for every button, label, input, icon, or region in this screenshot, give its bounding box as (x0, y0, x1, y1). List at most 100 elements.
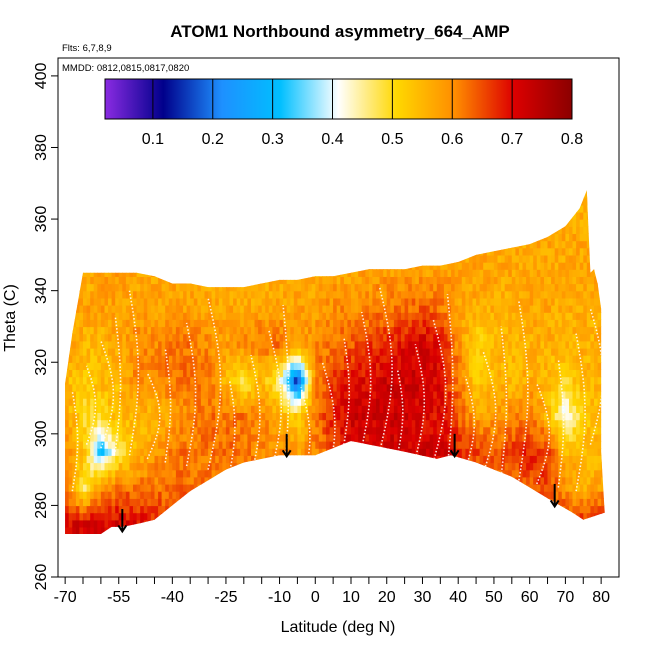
heatmap-cell (397, 498, 402, 507)
heatmap-cell (293, 419, 298, 428)
heatmap-cell (136, 462, 141, 471)
heatmap-cell (265, 448, 270, 456)
heatmap-cell (193, 262, 198, 270)
heatmap-cell (404, 398, 409, 406)
heatmap-cell (279, 412, 284, 421)
heatmap-cell (86, 398, 91, 406)
heatmap-cell (115, 347, 120, 356)
heatmap-cell (233, 276, 238, 285)
heatmap-cell (254, 233, 259, 242)
heatmap-cell (326, 240, 331, 249)
heatmap-cell (283, 290, 288, 299)
heatmap-cell (258, 433, 263, 442)
heatmap-cell (122, 240, 127, 249)
heatmap-cell (97, 369, 102, 378)
heatmap-cell (204, 190, 209, 192)
heatmap-cell (133, 204, 138, 213)
heatmap-cell (376, 498, 381, 507)
heatmap-cell (247, 247, 252, 256)
heatmap-cell (225, 362, 231, 370)
heatmap-cell (197, 491, 202, 499)
heatmap-cell (68, 483, 73, 492)
heatmap-cell (175, 398, 181, 406)
heatmap-cell (165, 355, 170, 363)
heatmap-cell (329, 483, 334, 492)
heatmap-cell (215, 211, 220, 220)
heatmap-cell (318, 333, 323, 342)
heatmap-cell (304, 333, 309, 342)
heatmap-cell (336, 383, 341, 392)
heatmap-cell (97, 247, 102, 256)
heatmap-cell (65, 455, 70, 464)
heatmap-cell (376, 519, 381, 528)
heatmap-cell (165, 369, 170, 378)
heatmap-cell (286, 319, 291, 328)
heatmap-cell (376, 211, 381, 220)
heatmap-cell (172, 405, 177, 413)
heatmap-cell (90, 297, 95, 306)
heatmap-cell (397, 476, 402, 485)
heatmap-cell (133, 455, 138, 464)
heatmap-cell (183, 197, 188, 206)
heatmap-cell (368, 233, 374, 242)
heatmap-cell (165, 376, 170, 385)
heatmap-cell (318, 276, 323, 285)
heatmap-cell (290, 526, 295, 534)
heatmap-cell (129, 519, 134, 528)
heatmap-cell (268, 233, 273, 242)
heatmap-cell (175, 197, 181, 206)
heatmap-cell (354, 204, 359, 213)
heatmap-cell (265, 247, 270, 256)
heatmap-cell (204, 483, 209, 492)
heatmap-cell (165, 498, 170, 507)
heatmap-cell (229, 305, 234, 313)
heatmap-cell (193, 519, 198, 528)
heatmap-cell (301, 347, 306, 356)
heatmap-cell (154, 512, 159, 521)
heatmap-cell (72, 269, 77, 277)
heatmap-cell (361, 469, 366, 478)
heatmap-cell (93, 433, 98, 442)
heatmap-cell (154, 326, 159, 335)
heatmap-cell (218, 476, 223, 485)
heatmap-cell (279, 276, 284, 285)
heatmap-cell (297, 290, 302, 299)
heatmap-cell (190, 269, 195, 277)
heatmap-cell (111, 426, 116, 435)
heatmap-cell (172, 441, 177, 449)
heatmap-cell (179, 519, 184, 528)
heatmap-cell (293, 483, 298, 492)
heatmap-cell (215, 505, 220, 514)
heatmap-cell (279, 347, 284, 356)
heatmap-cell (115, 383, 120, 392)
heatmap-cell (372, 355, 377, 363)
heatmap-cell (200, 498, 206, 507)
heatmap-cell (379, 333, 384, 342)
heatmap-cell (183, 376, 188, 385)
heatmap-cell (361, 197, 366, 206)
heatmap-cell (340, 390, 345, 399)
heatmap-cell (354, 319, 359, 328)
heatmap-cell (104, 505, 109, 514)
heatmap-cell (204, 197, 209, 206)
heatmap-cell (65, 211, 70, 220)
heatmap-cell (322, 247, 327, 256)
heatmap-cell (261, 369, 266, 378)
heatmap-cell (404, 483, 409, 492)
heatmap-cell (372, 376, 377, 385)
heatmap-cell (343, 211, 349, 220)
heatmap-cell (204, 498, 209, 507)
heatmap-cell (175, 519, 181, 528)
heatmap-cell (276, 283, 281, 292)
heatmap-cell (122, 247, 127, 256)
heatmap-cell (86, 512, 91, 521)
heatmap-cell (186, 433, 191, 442)
heatmap-cell (322, 476, 327, 485)
heatmap-cell (179, 448, 184, 456)
heatmap-cell (186, 462, 191, 471)
heatmap-cell (383, 340, 388, 349)
heatmap-cell (272, 433, 277, 442)
heatmap-cell (204, 290, 209, 299)
heatmap-cell (315, 412, 320, 421)
heatmap-cell (280, 534, 284, 542)
